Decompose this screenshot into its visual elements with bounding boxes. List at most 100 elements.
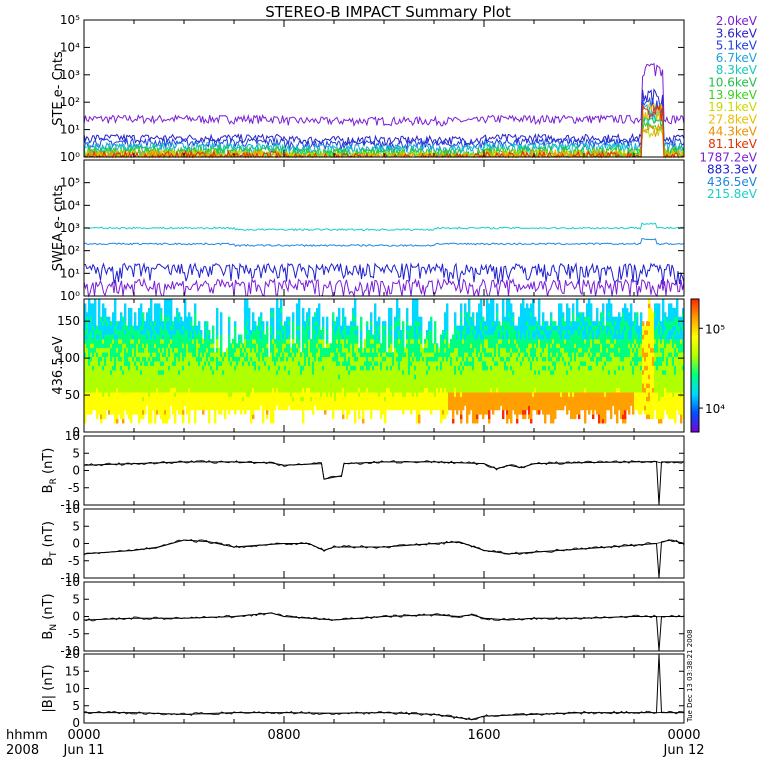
heatmap-cell: [144, 405, 147, 411]
heatmap-cell: [522, 347, 525, 353]
heatmap-cell: [366, 365, 369, 371]
heatmap-cell: [166, 361, 169, 366]
heatmap-cell: [318, 361, 321, 366]
heatmap-cell: [146, 361, 149, 366]
heatmap-cell: [296, 392, 299, 397]
heatmap-cell: [242, 378, 245, 384]
heatmap-cell: [242, 365, 245, 371]
heatmap-cell: [308, 352, 311, 357]
heatmap-cell: [206, 401, 209, 406]
heatmap-cell: [508, 365, 511, 371]
heatmap-cell: [504, 383, 507, 388]
heatmap-cell: [464, 378, 467, 384]
heatmap-cell: [256, 387, 259, 393]
heatmap-cell: [514, 387, 517, 393]
heatmap-cell: [466, 418, 469, 424]
heatmap-cell: [250, 361, 253, 366]
heatmap-cell: [218, 378, 221, 384]
heatmap-cell: [198, 352, 201, 357]
heatmap-cell: [524, 387, 527, 393]
heatmap-cell: [128, 369, 131, 375]
heatmap-cell: [126, 330, 129, 335]
heatmap-cell: [400, 378, 403, 384]
heatmap-cell: [222, 405, 225, 411]
heatmap-cell: [278, 321, 281, 326]
heatmap-cell: [524, 405, 527, 411]
heatmap-cell: [340, 374, 343, 380]
heatmap-cell: [120, 374, 123, 380]
heatmap-cell: [444, 365, 447, 371]
heatmap-cell: [158, 369, 161, 375]
heatmap-cell: [312, 378, 315, 384]
heatmap-cell: [460, 378, 463, 384]
heatmap-cell: [402, 338, 405, 344]
heatmap-cell: [466, 347, 469, 353]
swea-series-883.3eV: [83, 261, 685, 285]
heatmap-cell: [120, 330, 123, 335]
heatmap-cell: [250, 409, 253, 415]
heatmap-cell: [212, 405, 215, 411]
heatmap-cell: [294, 365, 297, 371]
heatmap-cell: [516, 392, 519, 397]
heatmap-cell: [100, 338, 103, 344]
heatmap-cell: [202, 356, 205, 362]
heatmap-cell: [130, 361, 133, 366]
heatmap-cell: [360, 387, 363, 393]
heatmap-cell: [518, 409, 521, 415]
heatmap-cell: [396, 325, 399, 331]
heatmap-cell: [402, 405, 405, 411]
heatmap-cell: [270, 330, 273, 335]
heatmap-cell: [510, 338, 513, 344]
heatmap-cell: [370, 343, 373, 349]
heatmap-cell: [276, 299, 279, 304]
heatmap-cell: [510, 356, 513, 362]
heatmap-cell: [90, 392, 93, 397]
heatmap-cell: [138, 330, 141, 335]
heatmap-cell: [180, 365, 183, 371]
heatmap-cell: [192, 352, 195, 357]
heatmap-cell: [120, 401, 123, 406]
heatmap-cell: [468, 343, 471, 349]
heatmap-cell: [466, 392, 469, 397]
heatmap-cell: [468, 307, 471, 313]
heatmap-cell: [474, 414, 477, 420]
heatmap-cell: [394, 321, 397, 326]
heatmap-cell: [342, 307, 345, 313]
heatmap-cell: [470, 361, 473, 366]
heatmap-cell: [188, 374, 191, 380]
heatmap-cell: [184, 330, 187, 335]
heatmap-cell: [496, 392, 499, 397]
heatmap-cell: [164, 378, 167, 384]
heatmap-cell: [182, 352, 185, 357]
heatmap-cell: [376, 365, 379, 371]
heatmap-cell: [168, 343, 171, 349]
heatmap-cell: [414, 378, 417, 384]
heatmap-cell: [454, 352, 457, 357]
heatmap-cell: [98, 330, 101, 335]
heatmap-cell: [422, 396, 425, 402]
heatmap-cell: [280, 383, 283, 388]
heatmap-cell: [292, 365, 295, 371]
heatmap-cell: [520, 312, 523, 318]
heatmap-cell: [414, 307, 417, 313]
heatmap-cell: [320, 361, 323, 366]
heatmap-cell: [130, 365, 133, 371]
heatmap-cell: [246, 338, 249, 344]
heatmap-cell: [264, 356, 267, 362]
heatmap-cell: [108, 347, 111, 353]
heatmap-cell: [486, 303, 489, 309]
heatmap-cell: [172, 392, 175, 397]
heatmap-cell: [416, 396, 419, 402]
heatmap-cell: [328, 352, 331, 357]
heatmap-cell: [110, 369, 113, 375]
heatmap-cell: [338, 347, 341, 353]
heatmap-cell: [412, 374, 415, 380]
heatmap-cell: [104, 392, 107, 397]
heatmap-cell: [96, 401, 99, 406]
heatmap-cell: [148, 392, 151, 397]
heatmap-cell: [90, 401, 93, 406]
heatmap-cell: [508, 378, 511, 384]
heatmap-cell: [340, 361, 343, 366]
heatmap-cell: [160, 361, 163, 366]
heatmap-cell: [102, 387, 105, 393]
